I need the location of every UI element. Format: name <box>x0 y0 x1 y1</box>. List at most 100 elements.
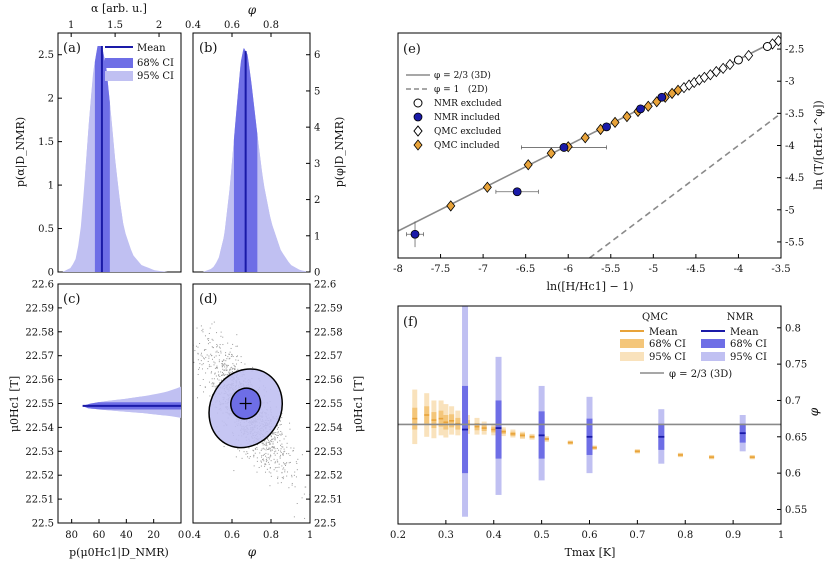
posterior-sample-point <box>209 342 211 344</box>
panel-d-x-ticks: 0.4 0.6 0.8 1 <box>185 519 313 541</box>
panel-d-y-tick-label: 22.51 <box>314 495 343 506</box>
posterior-sample-point <box>274 454 276 456</box>
panel-a-ylabel: p(α|D_NMR) <box>14 117 28 187</box>
panel-c-x-tick-label: 40 <box>120 530 133 541</box>
posterior-sample-point <box>283 476 285 478</box>
posterior-sample-point <box>227 342 229 344</box>
posterior-sample-point <box>305 486 307 488</box>
posterior-sample-point <box>237 448 239 450</box>
posterior-sample-point <box>291 484 293 486</box>
posterior-sample-point <box>223 364 225 366</box>
panel-e-x-tick-label: -6 <box>563 264 573 275</box>
panel-a-y-tick-label: 1.5 <box>38 137 54 148</box>
posterior-sample-point <box>213 382 215 384</box>
panel-c-x-tick-label: 80 <box>65 530 78 541</box>
panel-f-label: (f) <box>403 315 418 330</box>
posterior-sample-point <box>213 321 215 323</box>
posterior-sample-point <box>227 356 229 358</box>
qmc-included-point <box>643 100 653 112</box>
posterior-sample-point <box>189 319 190 320</box>
posterior-sample-point <box>296 462 298 464</box>
posterior-sample-point <box>209 395 211 397</box>
panel-c-y-tick-label: 22.56 <box>25 375 54 386</box>
posterior-sample-point <box>253 456 255 458</box>
posterior-sample-point <box>273 431 275 433</box>
posterior-sample-point <box>227 364 229 366</box>
posterior-sample-point <box>226 369 228 371</box>
posterior-sample-point <box>213 361 215 363</box>
posterior-sample-point <box>262 442 264 444</box>
posterior-sample-point <box>231 371 233 373</box>
posterior-sample-point <box>225 368 227 370</box>
posterior-sample-point <box>282 468 284 470</box>
posterior-sample-point <box>260 461 262 463</box>
panel-a-top-axis-label: α [arb. u.] <box>91 2 147 15</box>
posterior-sample-point <box>261 448 263 450</box>
legend-ci95-label: 95% CI <box>137 71 174 82</box>
panel-e-y-tick-label: -3 <box>785 77 795 88</box>
legend-nmr-included-label: NMR included <box>434 113 500 123</box>
posterior-sample-point <box>281 472 283 474</box>
posterior-sample-point <box>231 354 233 356</box>
posterior-sample-point <box>246 451 248 453</box>
panel-d: (d) 0.4 0.6 0.8 1 22.522.5122.5222.5322.542… <box>185 280 365 560</box>
posterior-sample-point <box>240 356 242 358</box>
posterior-sample-point <box>274 439 276 441</box>
posterior-sample-point <box>258 467 260 469</box>
posterior-sample-point <box>272 446 274 448</box>
posterior-sample-point <box>289 428 291 430</box>
panel-b: (b) φ 0.4 0.6 0.8 0 1 2 3 4 5 6 p(φ|D_NMR) <box>185 3 347 279</box>
posterior-sample-point <box>221 363 223 365</box>
panel-d-y-tick-label: 22.5 <box>314 519 336 530</box>
posterior-sample-point <box>220 371 222 373</box>
panel-e-x-tick-label: -7 <box>478 264 488 275</box>
panel-e-y-tick-label: -2.5 <box>785 45 804 56</box>
posterior-sample-point <box>204 335 206 337</box>
panel-d-y-tick-label: 22.54 <box>314 423 343 434</box>
posterior-sample-point <box>262 454 264 456</box>
posterior-sample-point <box>286 471 288 473</box>
posterior-sample-point <box>283 448 285 450</box>
panel-b-y-tick-label: 1 <box>314 231 320 242</box>
qmc-included-point <box>622 110 632 123</box>
posterior-sample-point <box>215 351 217 353</box>
posterior-sample-point <box>201 364 203 366</box>
legend-nmr-excluded-label: NMR excluded <box>434 99 502 109</box>
posterior-sample-point <box>284 469 286 471</box>
posterior-sample-point <box>268 441 270 443</box>
posterior-sample-point <box>227 374 229 376</box>
posterior-sample-point <box>280 482 282 484</box>
posterior-sample-point <box>224 366 226 368</box>
posterior-sample-point <box>273 458 275 460</box>
legend-3d-label: φ = 2/3 (3D) <box>434 70 491 81</box>
posterior-sample-point <box>292 450 294 452</box>
posterior-sample-point <box>204 386 206 388</box>
panel-e-x-tick-label: -8 <box>393 264 403 275</box>
posterior-sample-point <box>281 443 283 445</box>
posterior-sample-point <box>201 330 203 332</box>
posterior-sample-point <box>262 447 264 449</box>
posterior-sample-point <box>273 469 275 471</box>
posterior-sample-point <box>264 439 266 441</box>
posterior-sample-point <box>265 447 267 449</box>
posterior-sample-point <box>284 450 286 452</box>
posterior-sample-point <box>208 366 210 368</box>
posterior-sample-point <box>281 412 283 414</box>
posterior-sample-point <box>197 346 199 348</box>
posterior-sample-point <box>292 450 294 452</box>
panel-e-y-ticks: -5.5 -5 -4.5 -4 -3.5 -3 -2.5 <box>777 45 804 248</box>
posterior-sample-point <box>277 434 279 436</box>
posterior-sample-point <box>220 350 222 352</box>
posterior-sample-point <box>274 451 276 453</box>
legend-ref-label: φ = 2/3 (3D) <box>669 369 732 380</box>
posterior-sample-point <box>280 451 282 453</box>
qmc-included-point <box>580 132 590 144</box>
posterior-sample-point <box>279 424 281 426</box>
posterior-sample-point <box>237 368 239 370</box>
posterior-sample-point <box>264 465 266 467</box>
panel-c-y-tick-label: 22.52 <box>25 471 54 482</box>
posterior-sample-point <box>295 461 297 463</box>
posterior-sample-point <box>225 370 227 372</box>
posterior-sample-point <box>263 460 265 462</box>
